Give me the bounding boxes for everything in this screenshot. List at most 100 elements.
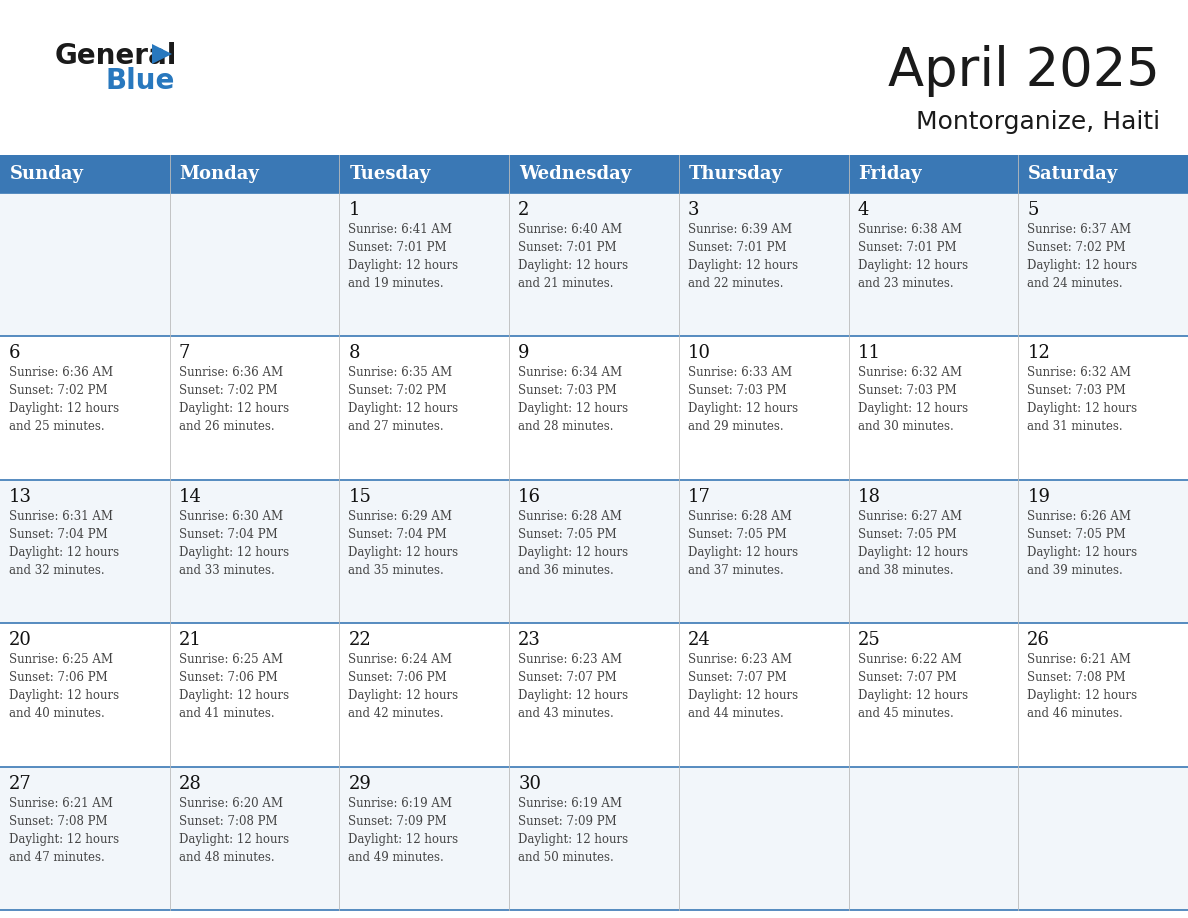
Text: Daylight: 12 hours: Daylight: 12 hours (1028, 259, 1137, 272)
Text: Daylight: 12 hours: Daylight: 12 hours (178, 402, 289, 416)
Text: Sunset: 7:08 PM: Sunset: 7:08 PM (10, 814, 108, 828)
Text: Daylight: 12 hours: Daylight: 12 hours (1028, 402, 1137, 416)
Text: Daylight: 12 hours: Daylight: 12 hours (10, 689, 119, 702)
Text: 5: 5 (1028, 201, 1038, 219)
Text: and 42 minutes.: and 42 minutes. (348, 707, 444, 721)
Text: 26: 26 (1028, 632, 1050, 649)
Text: Sunset: 7:03 PM: Sunset: 7:03 PM (688, 385, 786, 397)
Text: Sunset: 7:03 PM: Sunset: 7:03 PM (1028, 385, 1126, 397)
Text: Daylight: 12 hours: Daylight: 12 hours (10, 546, 119, 559)
Bar (0, 193, 1188, 336)
Text: Sunset: 7:03 PM: Sunset: 7:03 PM (518, 385, 617, 397)
Text: and 29 minutes.: and 29 minutes. (688, 420, 783, 433)
Text: Sunday: Sunday (10, 165, 84, 183)
Text: Saturday: Saturday (1029, 165, 1119, 183)
Text: 12: 12 (1028, 344, 1050, 363)
Text: 27: 27 (10, 775, 32, 792)
Text: Sunrise: 6:28 AM: Sunrise: 6:28 AM (688, 509, 791, 522)
Text: and 23 minutes.: and 23 minutes. (858, 277, 953, 290)
Text: Sunrise: 6:19 AM: Sunrise: 6:19 AM (518, 797, 623, 810)
Text: 10: 10 (688, 344, 710, 363)
Text: and 33 minutes.: and 33 minutes. (178, 564, 274, 577)
Text: and 48 minutes.: and 48 minutes. (178, 851, 274, 864)
Text: and 31 minutes.: and 31 minutes. (1028, 420, 1123, 433)
Text: Sunrise: 6:20 AM: Sunrise: 6:20 AM (178, 797, 283, 810)
Text: Sunset: 7:01 PM: Sunset: 7:01 PM (348, 241, 447, 254)
Text: 18: 18 (858, 487, 880, 506)
Text: 23: 23 (518, 632, 541, 649)
Text: and 43 minutes.: and 43 minutes. (518, 707, 614, 721)
Text: Sunrise: 6:38 AM: Sunrise: 6:38 AM (858, 223, 961, 236)
Text: Wednesday: Wednesday (519, 165, 631, 183)
Text: Sunrise: 6:33 AM: Sunrise: 6:33 AM (688, 366, 792, 379)
Text: and 35 minutes.: and 35 minutes. (348, 564, 444, 577)
Text: Sunset: 7:08 PM: Sunset: 7:08 PM (178, 814, 277, 828)
Text: Daylight: 12 hours: Daylight: 12 hours (858, 546, 968, 559)
Text: Sunset: 7:02 PM: Sunset: 7:02 PM (178, 385, 277, 397)
Text: Sunset: 7:02 PM: Sunset: 7:02 PM (10, 385, 108, 397)
Text: 14: 14 (178, 487, 202, 506)
Text: Sunrise: 6:19 AM: Sunrise: 6:19 AM (348, 797, 453, 810)
Text: Sunset: 7:01 PM: Sunset: 7:01 PM (688, 241, 786, 254)
Text: Daylight: 12 hours: Daylight: 12 hours (348, 546, 459, 559)
Text: and 24 minutes.: and 24 minutes. (1028, 277, 1123, 290)
Text: Daylight: 12 hours: Daylight: 12 hours (1028, 689, 1137, 702)
Text: and 45 minutes.: and 45 minutes. (858, 707, 953, 721)
Text: 21: 21 (178, 632, 202, 649)
Text: Daylight: 12 hours: Daylight: 12 hours (10, 833, 119, 845)
Text: Monday: Monday (179, 165, 260, 183)
Text: and 28 minutes.: and 28 minutes. (518, 420, 614, 433)
Text: Sunrise: 6:32 AM: Sunrise: 6:32 AM (1028, 366, 1131, 379)
Text: 28: 28 (178, 775, 202, 792)
Text: Daylight: 12 hours: Daylight: 12 hours (518, 402, 628, 416)
Text: Sunset: 7:05 PM: Sunset: 7:05 PM (688, 528, 786, 541)
Text: and 49 minutes.: and 49 minutes. (348, 851, 444, 864)
Text: Daylight: 12 hours: Daylight: 12 hours (858, 259, 968, 272)
Text: Sunset: 7:09 PM: Sunset: 7:09 PM (348, 814, 447, 828)
Text: Sunrise: 6:31 AM: Sunrise: 6:31 AM (10, 509, 113, 522)
Text: Sunset: 7:04 PM: Sunset: 7:04 PM (178, 528, 278, 541)
Text: 11: 11 (858, 344, 880, 363)
Text: Sunrise: 6:25 AM: Sunrise: 6:25 AM (178, 654, 283, 666)
Text: Sunset: 7:06 PM: Sunset: 7:06 PM (348, 671, 447, 684)
Text: Daylight: 12 hours: Daylight: 12 hours (348, 402, 459, 416)
Text: Sunrise: 6:29 AM: Sunrise: 6:29 AM (348, 509, 453, 522)
Text: Sunrise: 6:32 AM: Sunrise: 6:32 AM (858, 366, 961, 379)
Text: Daylight: 12 hours: Daylight: 12 hours (348, 833, 459, 845)
Text: Sunset: 7:01 PM: Sunset: 7:01 PM (518, 241, 617, 254)
Text: Daylight: 12 hours: Daylight: 12 hours (178, 546, 289, 559)
Text: April 2025: April 2025 (889, 45, 1159, 97)
Text: Daylight: 12 hours: Daylight: 12 hours (518, 259, 628, 272)
Text: Sunset: 7:02 PM: Sunset: 7:02 PM (1028, 241, 1126, 254)
Text: Sunset: 7:04 PM: Sunset: 7:04 PM (348, 528, 447, 541)
Text: Sunrise: 6:34 AM: Sunrise: 6:34 AM (518, 366, 623, 379)
Text: Daylight: 12 hours: Daylight: 12 hours (688, 546, 798, 559)
Text: Daylight: 12 hours: Daylight: 12 hours (348, 259, 459, 272)
Text: 1: 1 (348, 201, 360, 219)
Text: and 50 minutes.: and 50 minutes. (518, 851, 614, 864)
Text: 9: 9 (518, 344, 530, 363)
Text: Sunset: 7:03 PM: Sunset: 7:03 PM (858, 385, 956, 397)
Text: 30: 30 (518, 775, 542, 792)
Text: Sunrise: 6:39 AM: Sunrise: 6:39 AM (688, 223, 792, 236)
Text: Daylight: 12 hours: Daylight: 12 hours (688, 402, 798, 416)
Text: Daylight: 12 hours: Daylight: 12 hours (1028, 546, 1137, 559)
Text: and 27 minutes.: and 27 minutes. (348, 420, 444, 433)
Text: 7: 7 (178, 344, 190, 363)
Text: and 38 minutes.: and 38 minutes. (858, 564, 953, 577)
Text: Daylight: 12 hours: Daylight: 12 hours (518, 833, 628, 845)
Text: Daylight: 12 hours: Daylight: 12 hours (518, 546, 628, 559)
Text: Sunset: 7:07 PM: Sunset: 7:07 PM (858, 671, 956, 684)
Text: and 47 minutes.: and 47 minutes. (10, 851, 105, 864)
Text: Daylight: 12 hours: Daylight: 12 hours (688, 689, 798, 702)
Text: Sunset: 7:06 PM: Sunset: 7:06 PM (10, 671, 108, 684)
Text: Sunrise: 6:23 AM: Sunrise: 6:23 AM (688, 654, 792, 666)
Text: 4: 4 (858, 201, 868, 219)
Text: 13: 13 (10, 487, 32, 506)
Text: Daylight: 12 hours: Daylight: 12 hours (348, 689, 459, 702)
Text: 6: 6 (10, 344, 20, 363)
Text: 20: 20 (10, 632, 32, 649)
Text: and 46 minutes.: and 46 minutes. (1028, 707, 1123, 721)
Text: and 36 minutes.: and 36 minutes. (518, 564, 614, 577)
Bar (0, 480, 1188, 623)
